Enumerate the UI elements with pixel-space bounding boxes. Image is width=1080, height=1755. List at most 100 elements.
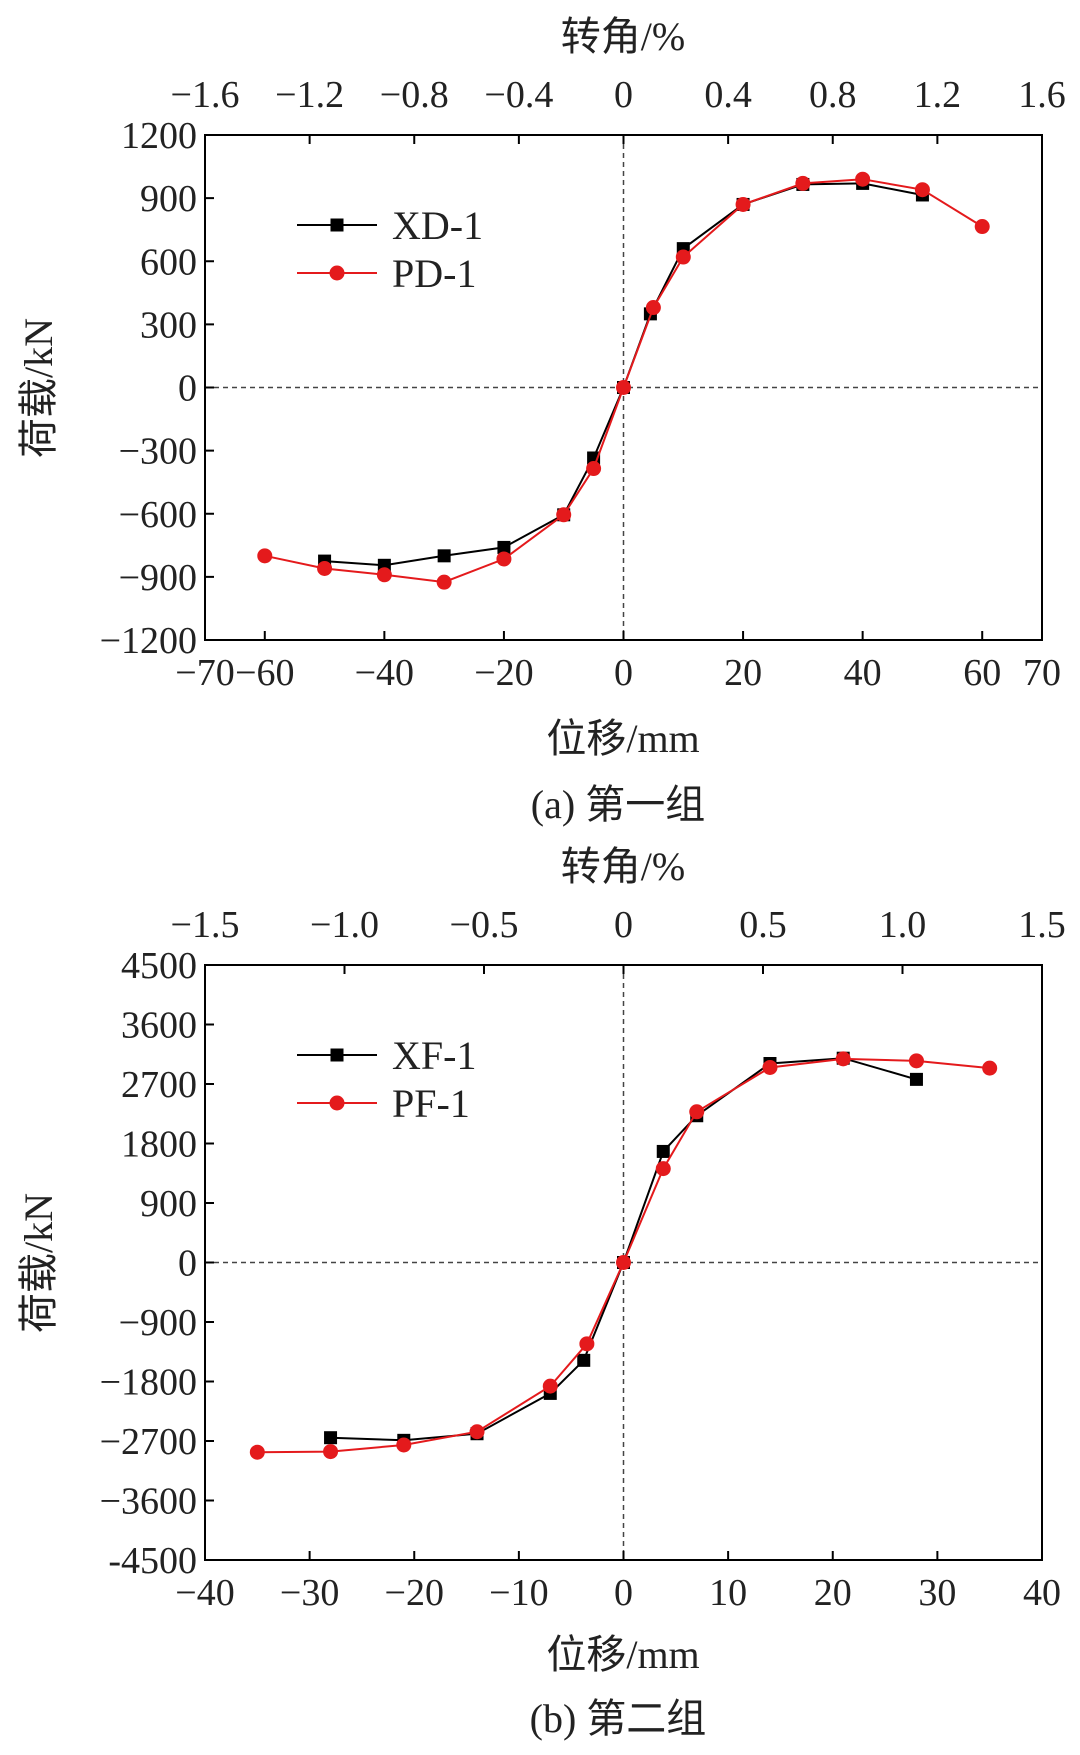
y-tick-label: 1200 [121, 115, 197, 157]
data-point-PD-1 [257, 548, 273, 564]
y-tick-label: −1800 [100, 1362, 197, 1404]
top-tick-label: −1.2 [275, 74, 344, 116]
data-point-PF-1 [908, 1053, 924, 1069]
data-point-PF-1 [982, 1060, 998, 1076]
legend-marker-XD-1 [330, 218, 344, 232]
data-point-PD-1 [616, 380, 631, 395]
y-axis-title: 荷载/kN [16, 1193, 61, 1333]
x-tick-label: −60 [235, 652, 294, 694]
y-tick-label: −600 [119, 494, 197, 536]
data-point-PF-1 [323, 1444, 339, 1460]
y-tick-label: 4500 [121, 945, 197, 987]
x-tick-label: 0 [614, 1572, 633, 1614]
top-tick-label: −0.5 [450, 904, 519, 946]
data-point-PF-1 [579, 1336, 595, 1352]
top-tick-label: 1.5 [1018, 904, 1066, 946]
data-point-PF-1 [835, 1051, 851, 1067]
top-tick-label: 0.8 [809, 74, 857, 116]
x-tick-label: 10 [709, 1572, 747, 1614]
data-point-PD-1 [914, 182, 930, 198]
data-point-XF-1 [909, 1072, 923, 1086]
x-tick-label: −30 [280, 1572, 339, 1614]
x-tick-label: −40 [355, 652, 414, 694]
top-tick-label: 0.4 [704, 74, 752, 116]
y-tick-label: 0 [178, 1243, 197, 1285]
legend-label-XD-1: XD-1 [392, 203, 483, 248]
data-point-PD-1 [974, 219, 990, 235]
data-point-XD-1 [437, 549, 451, 563]
y-tick-label: 900 [140, 178, 197, 220]
x-tick-label: 20 [724, 652, 762, 694]
data-point-PD-1 [586, 461, 602, 477]
data-point-PF-1 [655, 1161, 671, 1177]
y-tick-label: 0 [178, 368, 197, 410]
data-point-PD-1 [496, 551, 512, 567]
data-point-PD-1 [645, 300, 661, 316]
x-tick-label: 60 [963, 652, 1001, 694]
legend-label-XF-1: XF-1 [392, 1033, 476, 1078]
y-tick-label: 600 [140, 241, 197, 283]
y-tick-label: −2700 [100, 1421, 197, 1463]
chart-caption: (a) 第一组 [531, 782, 705, 827]
top-tick-label: −1.0 [310, 904, 379, 946]
top-tick-label: −1.5 [171, 904, 240, 946]
y-tick-label: −300 [119, 431, 197, 473]
data-point-PD-1 [675, 249, 691, 265]
data-point-PF-1 [616, 1255, 631, 1270]
data-point-PF-1 [249, 1444, 265, 1460]
legend-label-PF-1: PF-1 [392, 1081, 470, 1126]
top-tick-label: 0 [614, 904, 633, 946]
x-tick-label: 20 [814, 1572, 852, 1614]
x-tick-label: −70 [175, 652, 234, 694]
legend-label-PD-1: PD-1 [392, 251, 476, 296]
y-tick-label: −3600 [100, 1481, 197, 1523]
data-point-PF-1 [469, 1424, 485, 1440]
top-tick-label: 1.0 [879, 904, 927, 946]
y-tick-label: -4500 [108, 1540, 197, 1582]
x-tick-label: −20 [385, 1572, 444, 1614]
data-point-PF-1 [689, 1104, 705, 1120]
legend-marker-PD-1 [329, 265, 345, 281]
x-tick-label: −40 [175, 1572, 234, 1614]
y-tick-label: 1800 [121, 1124, 197, 1166]
data-point-PD-1 [556, 507, 572, 523]
data-point-XF-1 [577, 1353, 591, 1367]
x-axis-title: 位移/mm [546, 1632, 699, 1677]
data-point-PD-1 [735, 196, 751, 212]
y-tick-label: −900 [119, 557, 197, 599]
data-point-XF-1 [656, 1144, 670, 1158]
x-tick-label: −20 [474, 652, 533, 694]
data-point-PD-1 [436, 574, 452, 590]
x-tick-label: −10 [489, 1572, 548, 1614]
x-tick-label: 40 [1023, 1572, 1061, 1614]
top-axis-title: 转角/% [561, 844, 685, 889]
data-point-PD-1 [855, 171, 871, 187]
chart-group-1: 转角/% 位移/mm 荷载/kN (a) 第一组 −70 −60 −40 −20 0 20… [16, 14, 1066, 827]
chart-group-2: 转角/% 位移/mm 荷载/kN (b) 第二组 −40 −30 −20 −10 0 10… [16, 844, 1066, 1741]
x-tick-label: 0 [614, 652, 633, 694]
y-tick-label: 300 [140, 304, 197, 346]
data-point-PD-1 [795, 175, 811, 191]
top-tick-label: 1.6 [1018, 74, 1066, 116]
data-point-PF-1 [542, 1378, 558, 1394]
x-axis-title: 位移/mm [546, 716, 699, 761]
top-tick-label: 0 [614, 74, 633, 116]
y-axis-title: 荷载/kN [16, 318, 61, 458]
y-tick-label: 900 [140, 1183, 197, 1225]
y-tick-label: 3600 [121, 1005, 197, 1047]
data-point-PF-1 [396, 1437, 412, 1453]
legend-marker-PF-1 [329, 1095, 345, 1111]
y-tick-label: −1200 [100, 620, 197, 662]
legend-marker-XF-1 [330, 1048, 344, 1062]
x-tick-label: 40 [844, 652, 882, 694]
data-point-XD-1 [497, 540, 511, 554]
top-tick-label: 0.5 [739, 904, 787, 946]
data-point-PD-1 [376, 567, 392, 583]
top-tick-label: 1.2 [914, 74, 962, 116]
chart-caption: (b) 第二组 [530, 1696, 707, 1741]
y-tick-label: −900 [119, 1302, 197, 1344]
data-point-XF-1 [324, 1431, 338, 1445]
top-axis-title: 转角/% [561, 14, 685, 59]
data-point-PD-1 [317, 560, 333, 576]
